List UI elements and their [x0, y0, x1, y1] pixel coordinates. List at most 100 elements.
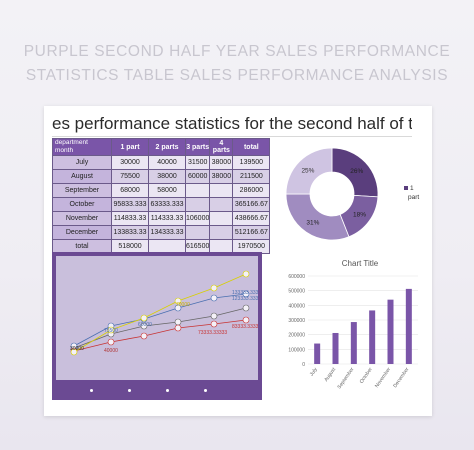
table-cell — [209, 183, 234, 198]
table-row: August 75500 38000 60000 38000 211500 — [52, 169, 271, 184]
table-cell: 133833.33 — [111, 225, 149, 240]
bar — [314, 343, 321, 364]
x-tick-label: December — [392, 366, 410, 389]
table-cell: 512166.67 — [232, 225, 271, 240]
y-tick-label: 300000 — [288, 318, 305, 324]
line-data-label: 30000 — [70, 346, 84, 352]
table-cell — [184, 225, 211, 240]
table-row: December 133833.33 134333.33 512166.67 — [52, 225, 271, 240]
x-tick-label: July — [309, 366, 319, 377]
y-tick-label: 500000 — [288, 289, 305, 295]
row-label: July — [52, 155, 112, 170]
line-data-label: 60000 — [138, 322, 152, 328]
line-point — [174, 304, 182, 312]
line-point — [70, 348, 78, 356]
table-cell: 1970500 — [232, 239, 271, 254]
bar — [405, 288, 412, 364]
line-point — [210, 320, 218, 328]
line-point — [174, 324, 182, 332]
table-cell: 60000 — [184, 169, 211, 184]
line-series — [73, 293, 247, 347]
chart-title: Chart Title — [342, 259, 379, 268]
y-tick-label: 600000 — [288, 274, 305, 280]
line-data-label: 75500 — [104, 328, 118, 334]
column-header: total — [232, 138, 271, 156]
bar — [387, 299, 394, 364]
line-data-label: 83333.33333 — [232, 324, 258, 330]
table-cell: 31500 — [184, 155, 211, 170]
table-cell — [209, 197, 234, 212]
table-row: October 95833.333 63333.333 365166.67 — [52, 197, 271, 212]
pagination-dot[interactable] — [166, 389, 169, 392]
legend-text: part — [408, 194, 419, 201]
table-cell: 134333.33 — [148, 225, 186, 240]
spreadsheet-preview: es performance statistics for the second… — [44, 106, 432, 416]
table-cell — [209, 225, 234, 240]
table-cell: 211500 — [232, 169, 271, 184]
table-row: November 114833.33 114333.33 106000 4386… — [52, 211, 271, 226]
table-cell: 38000 — [209, 155, 234, 170]
line-data-label: 40000 — [104, 348, 118, 354]
row-label: total — [52, 239, 112, 254]
line-data-label: 123333.3333 — [232, 296, 258, 302]
pagination-dot[interactable] — [128, 389, 131, 392]
table-cell: 438666.67 — [232, 211, 271, 226]
line-chart-plot: 30000 75500 40000 60000 70000 123333.3333 8333… — [56, 256, 261, 380]
legend-swatch — [404, 186, 408, 190]
header-month: month — [55, 147, 74, 154]
line-series — [73, 319, 247, 352]
line-point — [107, 338, 115, 346]
line-data-label: 133333.3333 — [232, 290, 258, 296]
table-cell: 95833.333 — [111, 197, 149, 212]
table-cell — [184, 183, 211, 198]
line-point — [140, 314, 148, 322]
bar-chart-svg: Chart Title 0 100000 200000 300000 400000 500… — [288, 259, 418, 390]
line-point — [210, 294, 218, 302]
x-tick-label: September — [337, 366, 356, 390]
table-cell: 30000 — [111, 155, 149, 170]
table-cell: 75500 — [111, 169, 149, 184]
line-point — [140, 322, 148, 330]
pie-chart: 26% 18% 31% 25% 1 part — [274, 138, 424, 250]
y-tick-label: 400000 — [288, 303, 305, 309]
pagination-dot[interactable] — [204, 389, 207, 392]
hero-title-line-2: STATISTICS TABLE SALES PERFORMANCE ANALY… — [25, 67, 449, 84]
pie-slice-label: 25% — [301, 167, 314, 174]
table-cell: 365166.67 — [232, 197, 271, 212]
table-cell — [184, 197, 211, 212]
table-cell: 139500 — [232, 155, 271, 170]
table-cell: 114333.33 — [148, 211, 186, 226]
table-cell: 58000 — [148, 183, 186, 198]
row-label: November — [52, 211, 112, 226]
table-cell: 68000 — [111, 183, 149, 198]
row-label: September — [52, 183, 112, 198]
x-tick-label: October — [359, 366, 374, 384]
table-cell: 616500 — [184, 239, 211, 254]
pie-slice — [285, 193, 350, 241]
pie-slice-label: 18% — [353, 211, 366, 218]
line-series — [73, 273, 247, 353]
hero-title-line-1: PURPLE SECOND HALF YEAR SALES PERFORMANC… — [23, 43, 451, 60]
row-label: October — [52, 197, 112, 212]
sheet-title: es performance statistics for the second… — [52, 114, 412, 133]
table-cell: 518000 — [111, 239, 149, 254]
line-point — [242, 270, 250, 278]
table-cell: 38000 — [148, 169, 186, 184]
header-department: department — [55, 139, 88, 146]
line-chart-svg: 30000 75500 40000 60000 70000 123333.3333 8333… — [70, 270, 261, 356]
table-cell: 114833.33 — [111, 211, 149, 226]
line-point — [210, 284, 218, 292]
legend-marker: 1 — [410, 185, 414, 192]
line-point — [242, 290, 250, 298]
line-point — [174, 318, 182, 326]
line-data-label: 70000 — [176, 302, 190, 308]
table-row: July 30000 40000 31500 38000 139500 — [52, 155, 271, 170]
bar — [369, 310, 376, 364]
line-chart-panel: 30000 75500 40000 60000 70000 123333.3333 8333… — [52, 252, 262, 400]
column-header: 3 parts — [184, 138, 211, 156]
pagination-dot[interactable] — [90, 389, 93, 392]
pie-slice-label: 26% — [350, 168, 363, 175]
table-cell — [209, 211, 234, 226]
pie-slice — [285, 147, 333, 195]
table-cell: 38000 — [209, 169, 234, 184]
